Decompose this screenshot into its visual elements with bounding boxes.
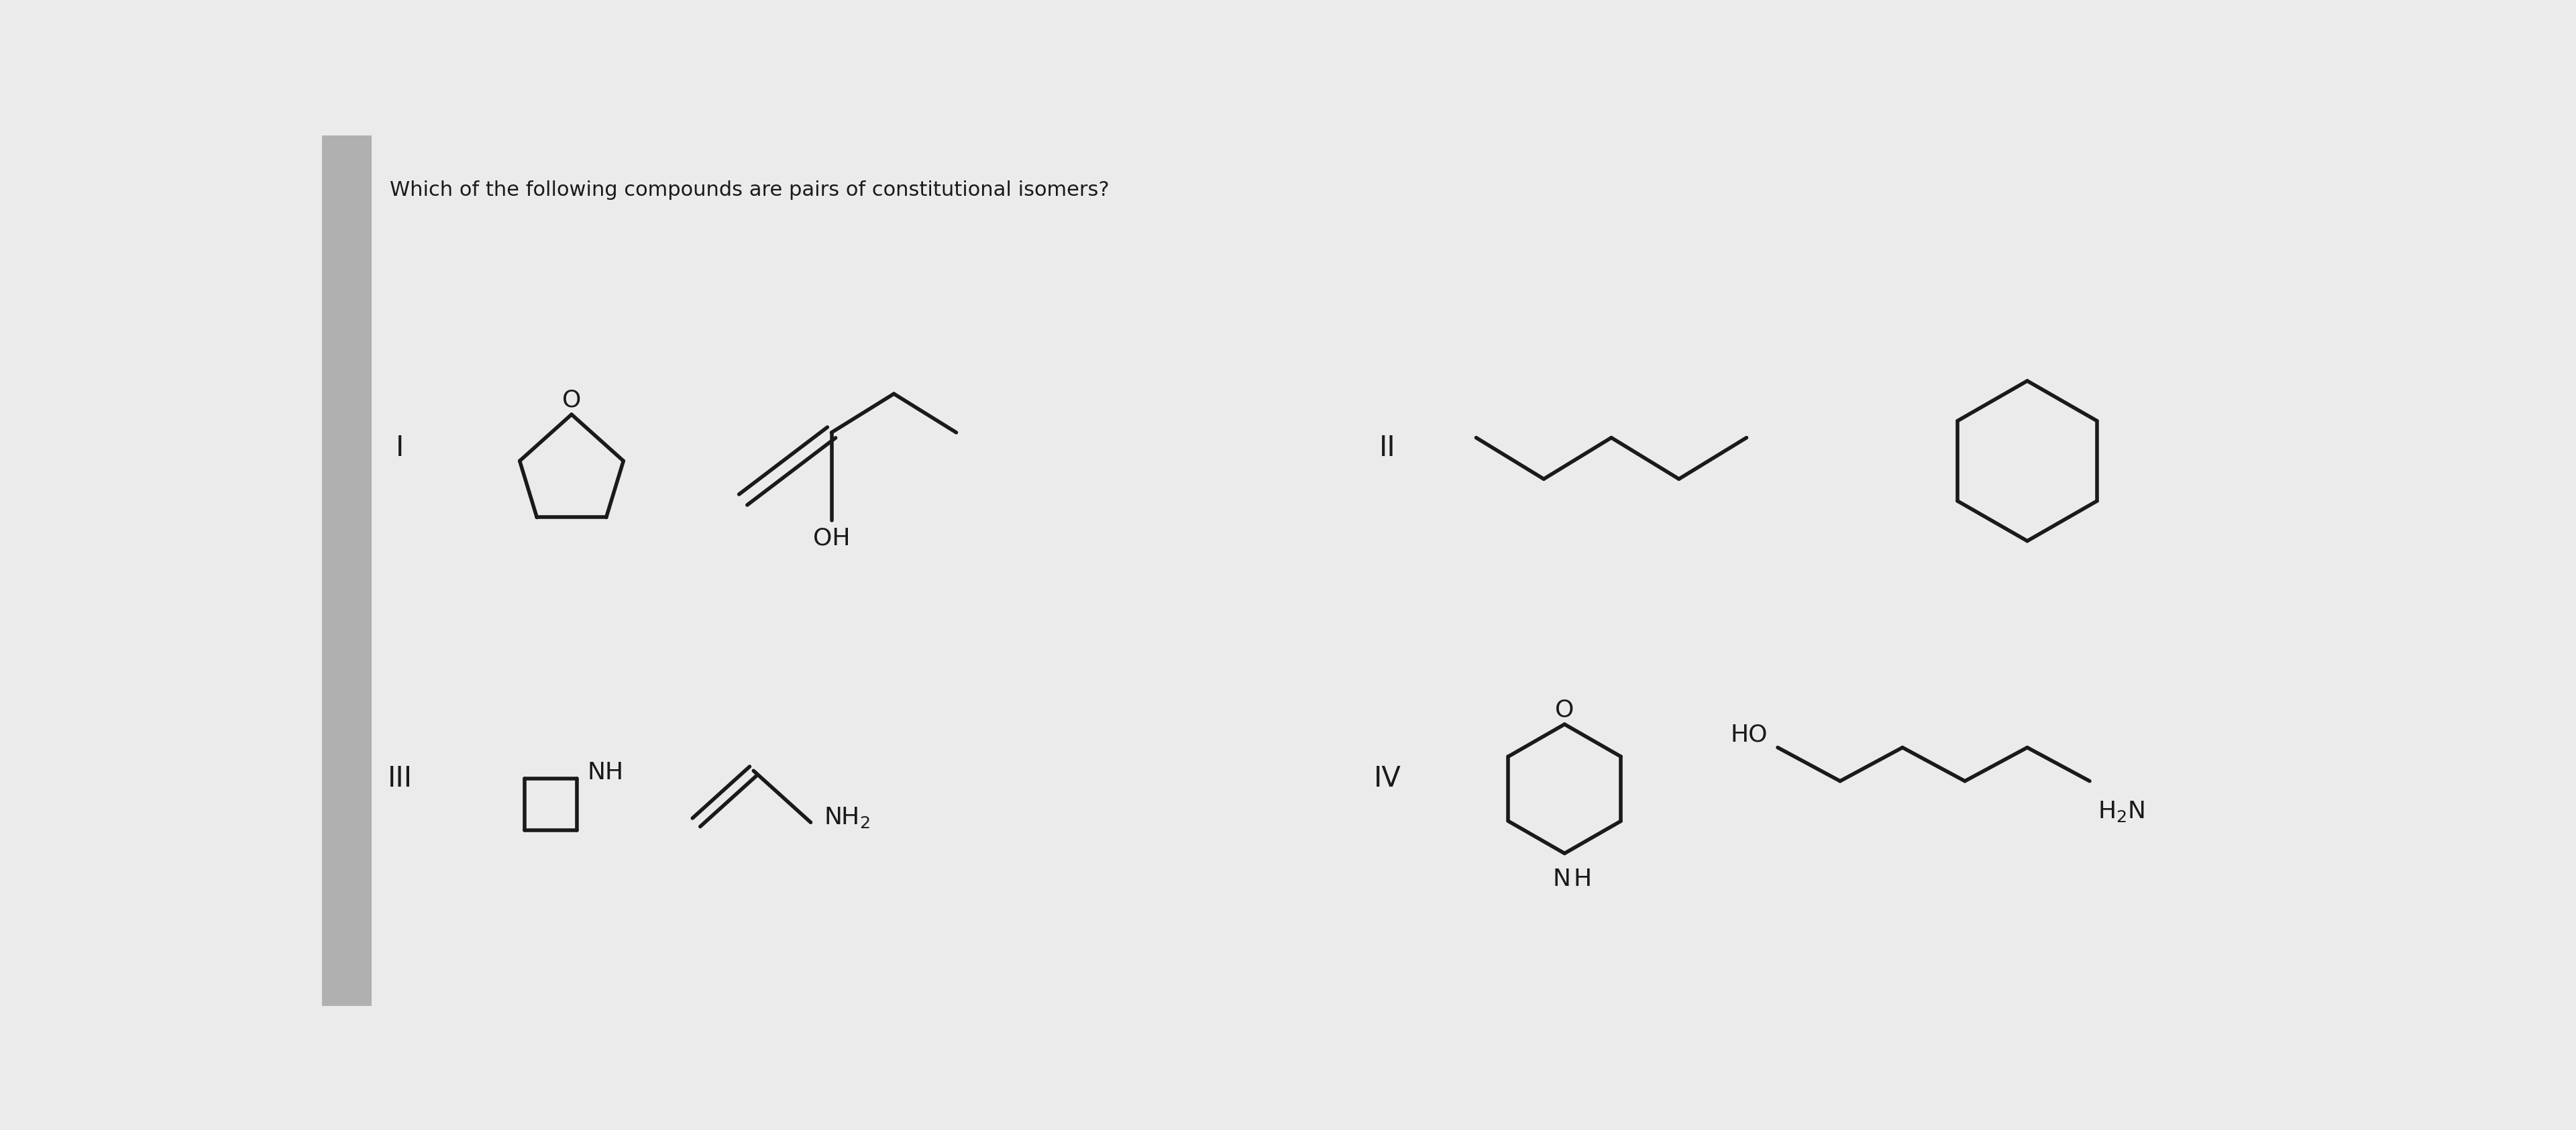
Text: NH$_2$: NH$_2$ <box>824 806 871 829</box>
Text: O: O <box>562 389 582 411</box>
Text: III: III <box>386 764 412 792</box>
Text: H: H <box>1574 868 1592 890</box>
Text: IV: IV <box>1373 764 1401 792</box>
Text: NH: NH <box>587 760 623 784</box>
Text: II: II <box>1381 434 1396 462</box>
Text: HO: HO <box>1731 723 1767 746</box>
Text: I: I <box>397 434 404 462</box>
Text: Which of the following compounds are pairs of constitutional isomers?: Which of the following compounds are pai… <box>389 180 1110 200</box>
Text: OH: OH <box>814 527 850 550</box>
Text: O: O <box>1556 698 1574 721</box>
Text: H$_2$N: H$_2$N <box>2097 799 2143 824</box>
Text: N: N <box>1553 868 1571 890</box>
Bar <box>322 136 371 1006</box>
